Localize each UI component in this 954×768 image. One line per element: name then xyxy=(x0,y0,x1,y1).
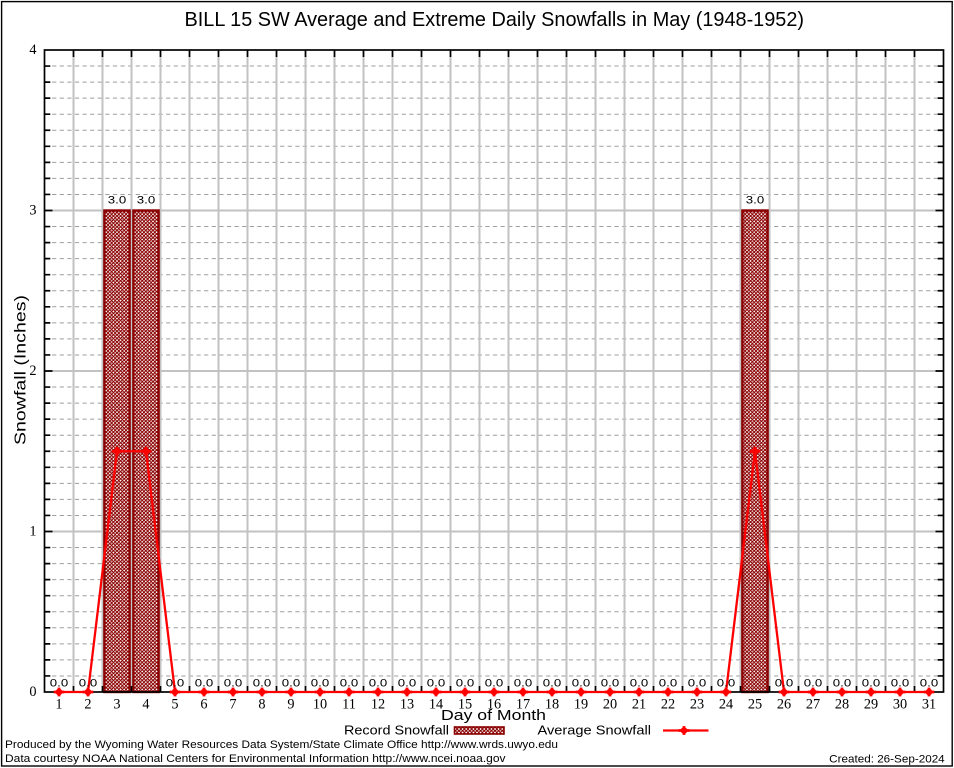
svg-text:15: 15 xyxy=(458,697,472,713)
svg-text:Produced by the Wyoming Water: Produced by the Wyoming Water Resources … xyxy=(5,739,558,751)
svg-text:5: 5 xyxy=(171,697,178,713)
svg-text:6: 6 xyxy=(200,697,207,713)
svg-text:0.0: 0.0 xyxy=(485,678,503,690)
svg-text:0.0: 0.0 xyxy=(804,678,822,690)
svg-text:1: 1 xyxy=(55,697,62,713)
svg-text:0.0: 0.0 xyxy=(50,678,68,690)
svg-text:0.0: 0.0 xyxy=(572,678,590,690)
svg-text:0.0: 0.0 xyxy=(630,678,648,690)
svg-text:0.0: 0.0 xyxy=(659,678,677,690)
svg-text:0.0: 0.0 xyxy=(282,678,300,690)
svg-text:22: 22 xyxy=(661,697,675,713)
svg-text:29: 29 xyxy=(864,697,878,713)
svg-text:25: 25 xyxy=(748,697,762,713)
svg-text:Snowfall (Inches): Snowfall (Inches) xyxy=(13,295,30,445)
svg-text:2: 2 xyxy=(84,697,91,713)
svg-text:18: 18 xyxy=(545,697,559,713)
svg-text:Average Snowfall: Average Snowfall xyxy=(538,722,652,737)
svg-text:30: 30 xyxy=(893,697,907,713)
svg-text:0.0: 0.0 xyxy=(514,678,532,690)
svg-text:3.0: 3.0 xyxy=(746,195,764,207)
svg-text:19: 19 xyxy=(574,697,588,713)
svg-text:0.0: 0.0 xyxy=(195,678,213,690)
svg-text:0.0: 0.0 xyxy=(79,678,97,690)
svg-text:14: 14 xyxy=(429,697,443,713)
svg-text:BILL 15 SW Average and Extreme: BILL 15 SW Average and Extreme Daily Sno… xyxy=(185,9,805,31)
svg-text:0.0: 0.0 xyxy=(717,678,735,690)
svg-text:10: 10 xyxy=(313,697,327,713)
svg-text:2: 2 xyxy=(29,363,36,379)
svg-text:0.0: 0.0 xyxy=(224,678,242,690)
svg-text:3.0: 3.0 xyxy=(108,195,126,207)
svg-text:0.0: 0.0 xyxy=(920,678,938,690)
svg-text:Record Snowfall: Record Snowfall xyxy=(344,722,449,737)
svg-text:0.0: 0.0 xyxy=(253,678,271,690)
svg-text:0.0: 0.0 xyxy=(862,678,880,690)
svg-text:Day of Month: Day of Month xyxy=(441,708,546,724)
svg-text:0.0: 0.0 xyxy=(369,678,387,690)
svg-text:0.0: 0.0 xyxy=(891,678,909,690)
svg-text:0.0: 0.0 xyxy=(543,678,561,690)
svg-text:31: 31 xyxy=(922,697,936,713)
svg-text:0.0: 0.0 xyxy=(601,678,619,690)
svg-text:0.0: 0.0 xyxy=(166,678,184,690)
svg-text:27: 27 xyxy=(806,697,820,713)
svg-text:17: 17 xyxy=(516,697,530,713)
svg-text:0.0: 0.0 xyxy=(775,678,793,690)
svg-text:1: 1 xyxy=(29,524,36,540)
svg-text:0.0: 0.0 xyxy=(340,678,358,690)
svg-text:4: 4 xyxy=(29,42,36,58)
svg-text:3: 3 xyxy=(29,203,36,219)
svg-text:12: 12 xyxy=(371,697,385,713)
svg-text:24: 24 xyxy=(719,697,733,713)
svg-text:9: 9 xyxy=(287,697,294,713)
svg-text:7: 7 xyxy=(229,697,236,713)
svg-text:21: 21 xyxy=(632,697,646,713)
svg-text:26: 26 xyxy=(777,697,791,713)
svg-text:16: 16 xyxy=(487,697,501,713)
svg-text:20: 20 xyxy=(603,697,617,713)
svg-text:8: 8 xyxy=(258,697,265,713)
svg-text:0: 0 xyxy=(29,684,36,700)
svg-text:13: 13 xyxy=(400,697,414,713)
svg-text:Data courtesy NOAA National Ce: Data courtesy NOAA National Centers for … xyxy=(5,753,506,765)
svg-text:Created: 26-Sep-2024: Created: 26-Sep-2024 xyxy=(829,753,945,765)
svg-text:0.0: 0.0 xyxy=(427,678,445,690)
svg-text:0.0: 0.0 xyxy=(456,678,474,690)
svg-text:0.0: 0.0 xyxy=(398,678,416,690)
svg-text:11: 11 xyxy=(342,697,356,713)
svg-text:23: 23 xyxy=(690,697,704,713)
svg-text:0.0: 0.0 xyxy=(311,678,329,690)
svg-text:4: 4 xyxy=(142,697,149,713)
svg-text:28: 28 xyxy=(835,697,849,713)
svg-text:0.0: 0.0 xyxy=(833,678,851,690)
svg-text:3.0: 3.0 xyxy=(137,195,155,207)
svg-text:3: 3 xyxy=(113,697,120,713)
svg-text:0.0: 0.0 xyxy=(688,678,706,690)
